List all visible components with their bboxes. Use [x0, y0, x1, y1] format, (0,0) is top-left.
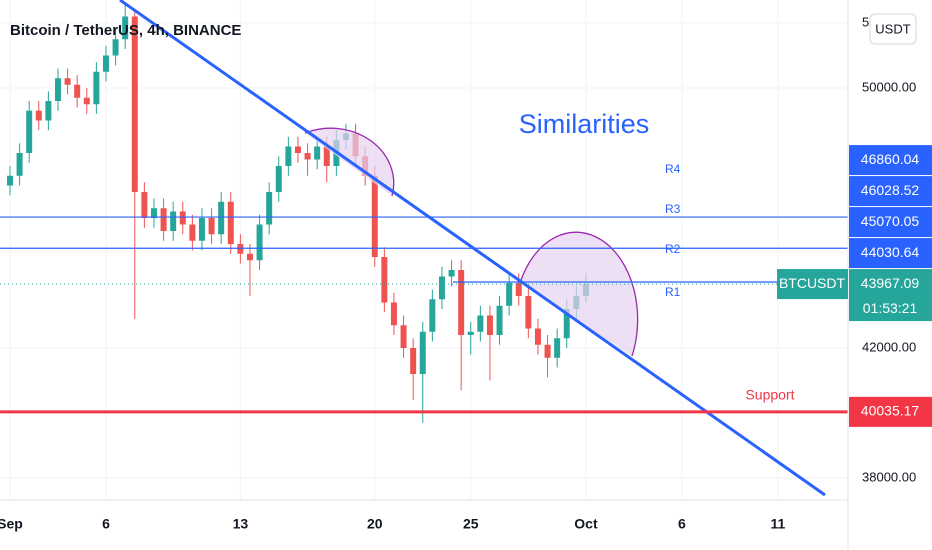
level-name: R4 [665, 162, 681, 176]
candle-body [266, 192, 273, 225]
level-name: R1 [665, 285, 681, 299]
currency-label[interactable]: USDT [875, 21, 910, 36]
symbol-label: BTCUSDT [779, 275, 846, 291]
candle-body [256, 224, 263, 261]
candle-body [419, 331, 426, 375]
candle-body [438, 276, 445, 300]
candle-body [563, 309, 570, 339]
current-price-label: 43967.09 [861, 275, 920, 291]
y-tick-label: 42000.00 [862, 339, 916, 354]
candle-body [218, 201, 225, 235]
candle-body [208, 218, 215, 235]
candle-body [410, 348, 417, 375]
candle-body [64, 78, 71, 85]
x-tick-label: 6 [678, 516, 686, 532]
candle-body [16, 153, 23, 176]
x-tick-label: 6 [102, 516, 110, 532]
candle-body [150, 208, 157, 219]
candle-body [189, 224, 196, 241]
candle-body [458, 270, 465, 336]
x-tick-label: Sep [0, 516, 23, 532]
current-price-box [849, 269, 932, 322]
candle-body [285, 146, 292, 167]
countdown: 01:53:21 [863, 300, 918, 316]
candle-body [246, 253, 253, 261]
candle-body [237, 244, 244, 254]
candle-body [314, 146, 321, 160]
y-tick-label: 50000.00 [862, 79, 916, 94]
symbol-box [777, 269, 848, 300]
candle-body [496, 305, 503, 336]
candle-body [141, 192, 148, 219]
x-tick-label: 25 [463, 516, 479, 532]
candle-body [74, 84, 81, 98]
candle-body [93, 71, 100, 105]
candle-body [515, 283, 522, 297]
candle-body [45, 101, 52, 121]
candle-body [294, 146, 301, 154]
candle-body [227, 201, 234, 245]
candle-body [26, 110, 33, 154]
price-level-box [849, 207, 932, 238]
candle-body [554, 338, 561, 358]
candle-body [544, 344, 551, 358]
candle-body [467, 331, 474, 336]
candle-body [506, 283, 513, 306]
price-level-label: 46028.52 [861, 182, 920, 198]
candle-body [381, 257, 388, 303]
price-level-box [849, 238, 932, 269]
candle-body [477, 315, 484, 332]
chart-title: Bitcoin / TetherUS, 4h, BINANCE [10, 22, 241, 39]
price-level-label: 44030.64 [861, 244, 920, 260]
x-tick-label: 13 [233, 516, 249, 532]
candle-body [122, 16, 129, 40]
currency-button[interactable] [869, 13, 917, 45]
candle-body [83, 97, 90, 105]
candle-body [371, 175, 378, 258]
candle-body [160, 208, 167, 232]
candle-body [486, 315, 493, 336]
candle-body [448, 270, 455, 277]
candle-body [6, 175, 13, 186]
support-label: Support [745, 387, 794, 403]
similarity-arc [519, 231, 639, 357]
candle-body [102, 55, 109, 72]
candle-body [35, 110, 42, 121]
candle-body [525, 296, 532, 329]
candle-body [323, 146, 330, 167]
candle-body [429, 299, 436, 332]
support-box [849, 396, 932, 427]
overlay: R4 R3 R2 R1 Support [0, 0, 848, 497]
candle-body [112, 39, 119, 56]
x-tick-label: 11 [771, 516, 786, 532]
x-tick-label: Oct [574, 516, 598, 532]
candle-body [198, 218, 205, 241]
price-level-label: 45070.05 [861, 213, 920, 229]
y-tick-label: 38000.00 [862, 469, 916, 484]
candle-body [390, 302, 397, 326]
annotation: Similarities [519, 109, 650, 139]
candle-body [131, 16, 138, 193]
price-level-box [849, 176, 932, 207]
support-value: 40035.17 [861, 403, 920, 419]
candle-body [534, 328, 541, 345]
candle-body [54, 78, 61, 102]
candle-body [170, 211, 177, 232]
candle-body [400, 325, 407, 349]
candle-body [304, 153, 311, 160]
x-tick-label: 20 [367, 516, 383, 532]
level-name: R2 [665, 242, 681, 256]
level-name: R3 [665, 202, 681, 216]
candle-body [179, 211, 186, 225]
candle-body [275, 166, 282, 193]
price-level-box [849, 145, 932, 176]
price-level-label: 46860.04 [861, 151, 920, 167]
